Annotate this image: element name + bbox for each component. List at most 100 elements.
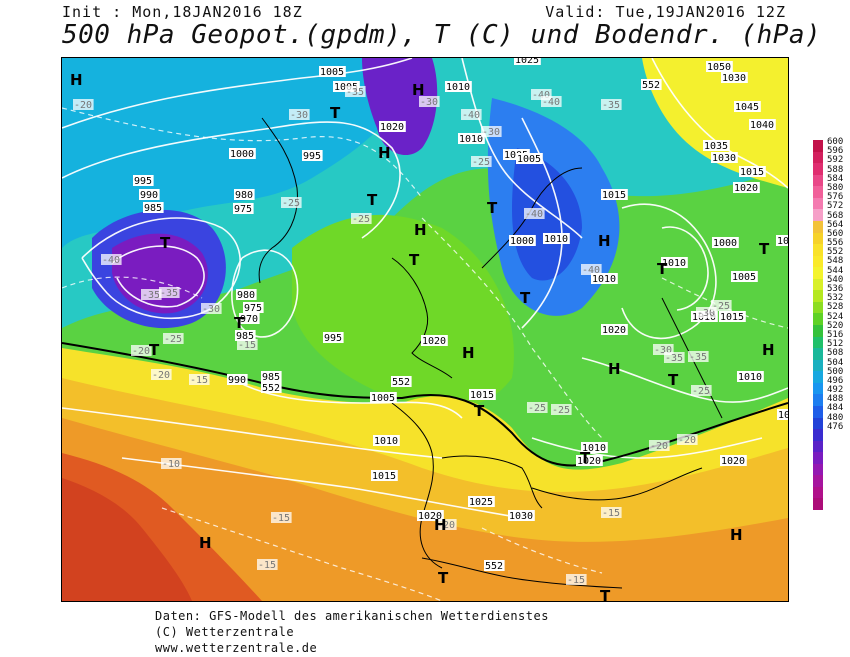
high-pressure-center: H bbox=[70, 71, 83, 89]
colorbar-swatch bbox=[813, 151, 823, 164]
high-pressure-center: H bbox=[462, 344, 475, 362]
high-pressure-center: H bbox=[762, 341, 775, 359]
pressure-label: 1010 bbox=[446, 82, 470, 93]
colorbar-swatch bbox=[813, 244, 823, 256]
colorbar-label: 532 bbox=[827, 293, 844, 304]
pressure-label: 1050 bbox=[707, 62, 731, 73]
pressure-label-bg bbox=[706, 61, 733, 72]
temperature-label-bg bbox=[201, 303, 222, 314]
colorbar-swatch bbox=[813, 140, 823, 152]
colorbar-label: 584 bbox=[827, 173, 844, 184]
pressure-label: 975 bbox=[244, 303, 262, 314]
pressure-label: 1010 bbox=[592, 274, 616, 285]
valid-time: Valid: Tue,19JAN2016 12Z bbox=[545, 3, 786, 21]
colorbar-label: 488 bbox=[827, 394, 844, 405]
colorbar-swatch bbox=[813, 440, 823, 453]
high-pressure-center: H bbox=[412, 81, 425, 99]
temperature-label-bg bbox=[524, 208, 545, 219]
pressure-label: 1015 bbox=[720, 312, 744, 323]
temperature-label: -35 bbox=[689, 352, 707, 363]
high-pressure-center: H bbox=[378, 144, 391, 162]
pressure-label-bg bbox=[776, 235, 788, 246]
colorbar-label: 564 bbox=[827, 219, 844, 230]
pressure-label-bg bbox=[777, 409, 788, 420]
temperature-label-bg bbox=[481, 126, 502, 137]
temperature-label: -30 bbox=[697, 308, 715, 319]
temperature-label: -40 bbox=[102, 255, 120, 266]
temperature-label-bg bbox=[531, 89, 552, 100]
temperature-label: -35 bbox=[142, 290, 160, 301]
temperature-label: -40 bbox=[582, 265, 600, 276]
colorbar-label: 572 bbox=[827, 201, 844, 212]
pressure-label-bg bbox=[581, 442, 608, 453]
colorbar-label: 500 bbox=[827, 366, 844, 377]
temperature-label: -15 bbox=[602, 508, 620, 519]
temperature-label-bg bbox=[159, 287, 180, 298]
colorbar-label: 536 bbox=[827, 284, 844, 294]
high-pressure-center: H bbox=[434, 516, 447, 534]
colorbar-swatch bbox=[813, 209, 823, 221]
footer-copyright: (C) Wetterzentrale bbox=[155, 625, 295, 639]
temperature-label: -25 bbox=[352, 214, 370, 225]
colorbar-swatch bbox=[813, 220, 823, 233]
colorbar-label: 592 bbox=[827, 155, 844, 166]
pressure-label-bg bbox=[601, 324, 628, 335]
temperature-label-bg bbox=[696, 307, 717, 318]
pressure-label: 1000 bbox=[713, 238, 737, 249]
low-pressure-center: T bbox=[234, 314, 245, 332]
pressure-label: 1005 bbox=[371, 393, 395, 404]
temperature-labels: -20-30-35-40-40-40 -35-30-25-30-25-25-40-… bbox=[73, 86, 732, 586]
pressure-label: 970 bbox=[240, 314, 258, 325]
colorbar-label: 520 bbox=[827, 320, 844, 331]
init-time: Init : Mon,18JAN2016 18Z bbox=[62, 3, 303, 21]
pressure-label: 552 bbox=[485, 561, 503, 572]
temperature-label-bg bbox=[664, 352, 685, 363]
temperature-label: -25 bbox=[692, 386, 710, 397]
pressure-label: 1035 bbox=[704, 141, 728, 152]
temperature-label: -15 bbox=[567, 575, 585, 586]
pressure-label-bg bbox=[261, 371, 282, 382]
colorbar-label: 540 bbox=[827, 274, 844, 285]
weather-map[interactable]: 1005100510101025105010301045104010351030… bbox=[61, 57, 789, 602]
footer-url[interactable]: www.wetterzentrale.de bbox=[155, 641, 318, 655]
high-pressure-center: H bbox=[414, 221, 427, 239]
pressure-label-bg bbox=[417, 510, 444, 521]
temperature-label-bg bbox=[189, 374, 210, 385]
colorbar-swatch bbox=[813, 301, 823, 314]
low-west-core bbox=[112, 233, 208, 314]
pressure-label-bg bbox=[236, 289, 257, 300]
pressure-label-bg bbox=[591, 273, 618, 284]
pressure-label: 552 bbox=[262, 383, 280, 394]
pressure-label: 1020 bbox=[734, 183, 758, 194]
pressure-label: 980 bbox=[235, 190, 253, 201]
field-green-core bbox=[292, 214, 514, 407]
pressure-label-bg bbox=[139, 189, 160, 200]
pressure-label-bg bbox=[227, 374, 248, 385]
colorbar-label: 580 bbox=[827, 182, 844, 193]
colorbar-swatch bbox=[813, 197, 823, 210]
temperature-label-bg bbox=[436, 519, 457, 530]
pressure-label-bg bbox=[484, 560, 505, 571]
pressure-label-bg bbox=[508, 510, 535, 521]
pressure-label-bg bbox=[734, 101, 761, 112]
isobars bbox=[62, 58, 788, 519]
temperature-label: -35 bbox=[160, 288, 178, 299]
temperature-label-bg bbox=[677, 434, 698, 445]
pressure-label: 980 bbox=[237, 290, 255, 301]
colorbar-label: 480 bbox=[827, 412, 844, 423]
temperature-label-bg bbox=[161, 458, 182, 469]
temperature-label-bg bbox=[551, 404, 572, 415]
pressure-label: 1025 bbox=[469, 497, 493, 508]
colorbar-label: 496 bbox=[827, 375, 844, 386]
pressure-label: 1045 bbox=[735, 102, 759, 113]
pressure-label: 1025 bbox=[515, 58, 539, 66]
pressure-label: 1005 bbox=[320, 67, 344, 78]
chart-title: 500 hPa Geopot.(gpdm), T (C) und Bodendr… bbox=[62, 20, 822, 50]
temperature-label-bg bbox=[471, 156, 492, 167]
temperature-label-bg bbox=[73, 99, 94, 110]
colorbar-label: 492 bbox=[827, 385, 844, 396]
temperature-label: -15 bbox=[272, 513, 290, 524]
temperature-label-bg bbox=[237, 339, 258, 350]
ridge-northeast bbox=[642, 58, 788, 188]
pressure-label: 1020 bbox=[721, 456, 745, 467]
